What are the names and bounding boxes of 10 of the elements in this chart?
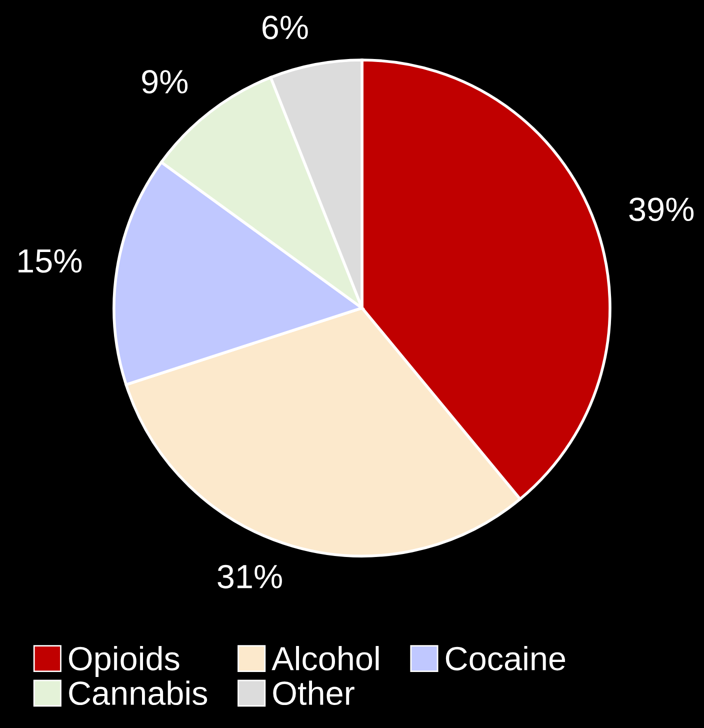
legend-label: Opioids xyxy=(68,646,180,678)
data-label: 6% xyxy=(262,16,308,40)
data-label: 31% xyxy=(218,564,282,588)
legend-label: Other xyxy=(273,680,354,706)
data-label: 9% xyxy=(142,70,188,94)
data-label: 15% xyxy=(18,249,82,273)
legend-label: Cocaine xyxy=(446,646,566,670)
legend-label: Cannabis xyxy=(69,680,208,706)
data-label: 39% xyxy=(629,198,694,222)
legend-label: Alcohol xyxy=(272,646,379,670)
